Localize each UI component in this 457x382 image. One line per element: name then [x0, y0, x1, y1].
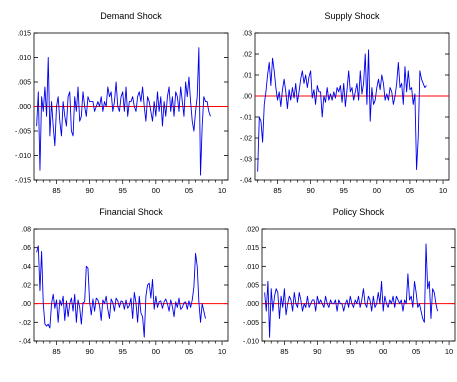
- chart-3-y-tick-label: .00: [21, 301, 31, 308]
- chart-4-title: Policy Shock: [333, 207, 385, 217]
- chart-4-y-tick-label: .005: [245, 283, 259, 290]
- chart-2-y-tick-label: .02: [242, 52, 252, 59]
- chart-4-y-tick-label: -.010: [243, 339, 259, 346]
- chart-3-x-tick-label: 90: [85, 347, 93, 356]
- chart-2-title: Supply Shock: [324, 11, 380, 21]
- chart-1-x-tick-label: 10: [218, 186, 226, 195]
- chart-4-x-tick-label: 00: [379, 347, 387, 356]
- chart-4-x-tick-label: 85: [280, 347, 288, 356]
- chart-2-x-tick-label: 90: [306, 186, 314, 195]
- chart-2-frame: [254, 32, 450, 181]
- chart-1-x-tick-label: 00: [152, 186, 160, 195]
- chart-3-series-line: [36, 245, 206, 338]
- chart-3-y-tick-label: .08: [21, 227, 31, 234]
- chart-3-y-tick-label: .06: [21, 245, 31, 252]
- chart-1-title: Demand Shock: [100, 11, 162, 21]
- chart-1-x-tick-label: 85: [52, 186, 60, 195]
- chart-1-y-tick-label: .005: [17, 80, 31, 87]
- chart-2-y-tick-label: -.03: [240, 157, 252, 164]
- chart-3-y-tick-label: .02: [21, 283, 31, 290]
- chart-2-y-tick-label: .03: [242, 31, 252, 38]
- chart-2-y-tick-label: .01: [242, 73, 252, 80]
- chart-1-series-line: [36, 47, 211, 176]
- chart-1-x-tick-label: 95: [119, 186, 127, 195]
- chart-3-y-tick-label: -.02: [19, 320, 31, 327]
- chart-3-x-tick-label: 85: [52, 347, 60, 356]
- chart-2-y-tick-label: -.04: [240, 178, 252, 185]
- chart-1-y-tick-label: .000: [17, 104, 31, 111]
- chart-3-x-tick-label: 95: [119, 347, 127, 356]
- chart-2-y-tick-label: -.01: [240, 115, 252, 122]
- chart-1: Demand Shock -.015 -.010 -.005 .000 .005 .010.…: [15, 11, 229, 195]
- chart-2-x-tick-label: 95: [340, 186, 348, 195]
- chart-2: Supply Shock -.04 -.03 -.02 -.01 .00 .01 .02 .03…: [240, 11, 450, 195]
- chart-2-x-tick-label: 05: [406, 186, 414, 195]
- chart-4-x-tick-label: 90: [313, 347, 321, 356]
- chart-3-x-tick-label: 00: [152, 347, 160, 356]
- chart-1-y-tick-label: -.010: [15, 153, 31, 160]
- chart-4-y-tick-label: .020: [245, 227, 259, 234]
- chart-4-y-tick-label: -.005: [243, 320, 259, 327]
- chart-3-x-tick-label: 10: [218, 347, 226, 356]
- chart-4-x-tick-label: 05: [412, 347, 420, 356]
- chart-4-y-tick-label: .015: [245, 245, 259, 252]
- chart-3-y-tick-label: -.04: [19, 339, 31, 346]
- chart-1-y-tick-label: -.015: [15, 178, 31, 185]
- chart-3-title: Financial Shock: [99, 207, 163, 217]
- chart-2-series-line: [257, 49, 427, 172]
- chart-3-x-tick-label: 05: [185, 347, 193, 356]
- chart-2-x-tick-label: 85: [273, 186, 281, 195]
- chart-4-y-tick-label: .000: [245, 301, 259, 308]
- chart-4-x-tick-label: 10: [445, 347, 453, 356]
- chart-1-y-tick-label: -.005: [15, 129, 31, 136]
- chart-2-x-tick-label: 10: [439, 186, 447, 195]
- chart-2-x-tick-label: 00: [373, 186, 381, 195]
- chart-4-y-tick-label: .010: [245, 264, 259, 271]
- chart-1-y-tick-label: .015: [17, 31, 31, 38]
- chart-3-y-tick-label: .04: [21, 264, 31, 271]
- chart-1-x-tick-label: 05: [185, 186, 193, 195]
- chart-1-y-tick-label: .010: [17, 55, 31, 62]
- chart-2-y-tick-label: .00: [242, 94, 252, 101]
- chart-3-frame: [33, 228, 229, 342]
- chart-2-y-tick-label: -.02: [240, 136, 252, 143]
- chart-4-series-line: [264, 243, 438, 338]
- chart-4: Policy Shock -.010 -.005 .000 .005 .010 .015 .0…: [243, 207, 456, 356]
- chart-3: Financial Shock -.04 -.02 .00 .02 .04 .06 .08 85…: [19, 207, 229, 356]
- chart-1-x-tick-label: 90: [85, 186, 93, 195]
- chart-4-x-tick-label: 95: [346, 347, 354, 356]
